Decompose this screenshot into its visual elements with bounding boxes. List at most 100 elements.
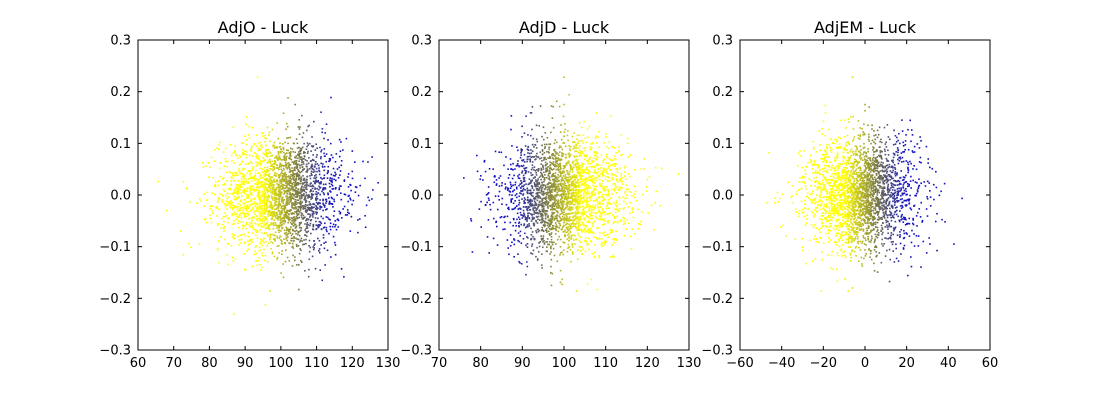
scatter-point: [251, 241, 253, 243]
scatter-point: [268, 184, 270, 186]
scatter-point: [519, 211, 522, 214]
scatter-point: [609, 159, 612, 161]
scatter-point: [219, 175, 222, 178]
scatter-point: [283, 199, 286, 201]
scatter-point: [262, 225, 265, 228]
scatter-point: [534, 183, 536, 186]
scatter-point: [243, 175, 246, 178]
scatter-point: [311, 206, 313, 208]
scatter-point: [538, 219, 541, 221]
scatter-point: [579, 190, 582, 193]
scatter-point: [248, 154, 251, 157]
scatter-point: [260, 184, 263, 187]
scatter-point: [279, 148, 282, 150]
scatter-point: [535, 180, 537, 183]
scatter-point: [528, 206, 531, 208]
scatter-point: [340, 192, 342, 195]
scatter-point: [625, 194, 628, 197]
scatter-point: [554, 200, 556, 203]
scatter-point: [274, 146, 276, 148]
scatter-point: [524, 198, 526, 201]
scatter-point: [580, 164, 583, 166]
scatter-point: [567, 173, 570, 176]
scatter-point: [247, 235, 250, 238]
scatter-point: [285, 202, 287, 204]
scatter-point: [348, 212, 350, 215]
scatter-point: [531, 204, 534, 207]
scatter-point: [540, 157, 543, 159]
scatter-point: [329, 218, 331, 221]
scatter-point: [634, 190, 637, 193]
scatter-point: [281, 170, 283, 172]
scatter-point: [314, 187, 317, 189]
scatter-point: [562, 190, 564, 192]
scatter-point: [274, 188, 276, 191]
scatter-point: [508, 253, 510, 256]
scatter-point: [503, 164, 505, 167]
scatter-point: [544, 203, 546, 205]
scatter-point: [315, 199, 317, 201]
scatter-point: [549, 225, 551, 228]
scatter-point: [564, 193, 566, 195]
scatter-point: [271, 165, 274, 167]
scatter-point: [533, 223, 536, 225]
scatter-point: [542, 193, 544, 195]
scatter-point: [559, 216, 561, 219]
scatter-point: [216, 215, 218, 217]
scatter-point: [297, 233, 299, 236]
scatter-point: [583, 213, 586, 215]
scatter-point: [237, 210, 240, 212]
scatter-point: [266, 207, 268, 210]
scatter-point: [577, 224, 580, 227]
scatter-point: [516, 164, 519, 167]
scatter-point: [260, 269, 262, 272]
scatter-point: [209, 214, 211, 217]
scatter-point: [318, 167, 320, 169]
scatter-point: [265, 232, 267, 234]
scatter-point: [322, 217, 324, 220]
scatter-point: [286, 256, 289, 259]
scatter-point: [527, 212, 529, 215]
scatter-point: [536, 208, 538, 210]
scatter-point: [274, 161, 277, 163]
scatter-point: [565, 185, 568, 187]
scatter-point: [307, 196, 310, 198]
scatter-point: [556, 226, 559, 228]
scatter-point: [329, 177, 332, 179]
scatter-point: [553, 227, 556, 230]
scatter-point: [566, 205, 569, 207]
scatter-point: [304, 207, 306, 210]
scatter-point: [208, 176, 210, 178]
scatter-point: [541, 150, 544, 152]
scatter-point: [575, 174, 578, 177]
scatter-point: [549, 219, 551, 222]
scatter-point: [218, 196, 221, 199]
scatter-point: [542, 207, 545, 210]
scatter-point: [593, 220, 596, 223]
scatter-point: [580, 178, 582, 180]
scatter-point: [282, 112, 285, 115]
scatter-point: [554, 233, 557, 235]
scatter-point: [537, 212, 539, 215]
scatter-point: [251, 162, 253, 165]
scatter-point: [260, 206, 263, 209]
scatter-point: [285, 149, 288, 151]
scatter-point: [263, 259, 266, 262]
scatter-point: [255, 161, 257, 163]
scatter-point: [497, 195, 500, 197]
scatter-point: [315, 191, 318, 193]
scatter-point: [308, 268, 310, 271]
scatter-point: [310, 165, 313, 167]
scatter-point: [563, 209, 565, 212]
scatter-point: [543, 151, 546, 154]
scatter-point: [351, 150, 354, 152]
scatter-point: [578, 149, 581, 151]
scatter-point: [603, 218, 605, 221]
scatter-point: [299, 182, 301, 185]
scatter-point: [597, 203, 600, 205]
scatter-point: [266, 174, 269, 176]
scatter-point: [319, 199, 321, 201]
scatter-point: [269, 206, 272, 209]
scatter-point: [277, 150, 280, 153]
scatter-point: [257, 157, 260, 159]
